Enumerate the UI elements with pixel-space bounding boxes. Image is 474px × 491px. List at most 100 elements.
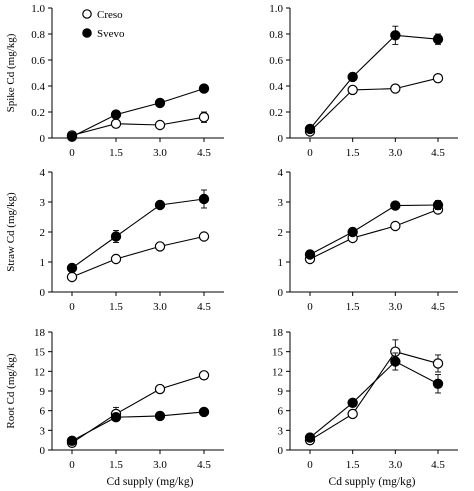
series-creso bbox=[304, 339, 444, 446]
series-line bbox=[71, 235, 205, 278]
y-axis-title: Straw Cd (mg/kg) bbox=[5, 192, 17, 272]
series-svevo bbox=[66, 83, 210, 142]
series-creso bbox=[66, 231, 210, 283]
series-line bbox=[309, 34, 439, 130]
y-tick-label: 3 bbox=[278, 425, 284, 437]
data-point bbox=[154, 383, 166, 395]
data-point bbox=[110, 231, 122, 242]
y-tick-label: 0.2 bbox=[31, 107, 45, 119]
series-line bbox=[71, 116, 205, 136]
y-tick-label: 0.8 bbox=[269, 29, 283, 41]
data-point bbox=[432, 34, 444, 45]
data-point bbox=[347, 226, 358, 238]
series-line bbox=[309, 204, 439, 255]
data-point bbox=[390, 200, 401, 211]
data-point bbox=[66, 262, 78, 274]
y-tick-label: 0 bbox=[40, 445, 46, 457]
x-tick-label: 1.5 bbox=[109, 147, 123, 159]
data-point bbox=[110, 109, 122, 120]
legend: Creso Svevo bbox=[82, 9, 125, 40]
data-point bbox=[347, 71, 358, 83]
chart-panel-6: 0 3 6 9 12 15 18 0 1.5 3.0 4.5 bbox=[272, 327, 458, 471]
data-point bbox=[347, 84, 358, 96]
chart-panel-3: 0 1 2 3 4 0 1.5 3.0 4.5 Straw Cd (mg/kg) bbox=[5, 167, 224, 313]
data-point bbox=[110, 118, 122, 129]
x-tick-label: 3.0 bbox=[153, 147, 167, 159]
y-tick-label: 0 bbox=[278, 287, 284, 299]
y-tick-label: 3 bbox=[278, 197, 284, 209]
x-tick-label: 0 bbox=[307, 147, 313, 159]
data-point bbox=[154, 97, 166, 109]
data-point bbox=[154, 119, 166, 131]
series-svevo bbox=[304, 352, 444, 443]
data-point bbox=[390, 83, 401, 94]
y-tick-label: 6 bbox=[278, 406, 284, 418]
x-tick-label: 4.5 bbox=[431, 301, 445, 313]
data-point bbox=[304, 249, 316, 260]
chart-panel-1: 0 0.2 0.4 0.6 0.8 1.0 0 1.5 3.0 4.5 Spike Cd (mg/k… bbox=[5, 3, 224, 159]
series-creso bbox=[66, 370, 210, 448]
y-tick-label: 18 bbox=[34, 327, 46, 339]
y-tick-label: 12 bbox=[272, 366, 283, 378]
series-svevo bbox=[304, 199, 444, 260]
y-tick-label: 2 bbox=[278, 227, 284, 239]
chart-panel-2: 0 0.2 0.4 0.6 0.8 1.0 0 1.5 3.0 4.5 bbox=[269, 3, 458, 159]
series-line bbox=[309, 360, 439, 438]
data-point bbox=[154, 199, 166, 211]
x-axis-title-right: Cd supply (mg/kg) bbox=[329, 476, 416, 488]
y-tick-label: 1 bbox=[278, 257, 284, 269]
series-creso bbox=[304, 72, 444, 137]
x-tick-label: 0 bbox=[69, 459, 75, 471]
data-point bbox=[154, 241, 166, 252]
x-tick-label: 4.5 bbox=[197, 147, 211, 159]
series-line bbox=[71, 198, 205, 269]
series-line bbox=[71, 88, 205, 138]
data-point bbox=[198, 370, 210, 381]
data-point bbox=[198, 83, 210, 94]
y-tick-label: 15 bbox=[272, 347, 284, 359]
data-point bbox=[347, 397, 358, 408]
series-svevo bbox=[66, 406, 210, 447]
data-point bbox=[390, 356, 401, 367]
x-tick-label: 1.5 bbox=[109, 459, 123, 471]
data-point bbox=[432, 378, 444, 389]
data-point bbox=[110, 412, 122, 423]
x-tick-label: 3.0 bbox=[388, 301, 402, 313]
legend-marker-svevo bbox=[82, 28, 92, 38]
y-tick-label: 0.4 bbox=[31, 81, 45, 93]
y-tick-label: 0.4 bbox=[269, 81, 283, 93]
x-tick-label: 4.5 bbox=[431, 459, 445, 471]
x-tick-label: 0 bbox=[307, 459, 313, 471]
y-tick-label: 0.6 bbox=[31, 55, 45, 67]
chart-panel-4: 0 1 2 3 4 0 1.5 3.0 4.5 bbox=[278, 167, 458, 313]
y-tick-label: 0 bbox=[278, 133, 284, 145]
chart-panel-5: 0 3 6 9 12 15 18 0 1.5 3.0 4.5 Root Cd (mg/kg) bbox=[5, 327, 224, 471]
y-tick-label: 3 bbox=[40, 197, 46, 209]
x-tick-label: 3.0 bbox=[153, 301, 167, 313]
legend-marker-creso bbox=[82, 9, 92, 19]
x-tick-label: 3.0 bbox=[153, 459, 167, 471]
data-point bbox=[110, 253, 122, 265]
y-tick-label: 12 bbox=[34, 366, 45, 378]
y-tick-label: 9 bbox=[40, 386, 46, 398]
x-axis-title-left: Cd supply (mg/kg) bbox=[107, 476, 194, 488]
y-axis-title: Spike Cd (mg/kg) bbox=[5, 33, 17, 112]
y-tick-label: 1.0 bbox=[31, 3, 45, 15]
data-point bbox=[198, 111, 210, 123]
series-svevo bbox=[304, 25, 444, 135]
chart-panels: 0 0.2 0.4 0.6 0.8 1.0 0 1.5 3.0 4.5 Spike Cd (mg/k… bbox=[5, 3, 458, 471]
data-point bbox=[154, 410, 166, 422]
y-axis-title: Root Cd (mg/kg) bbox=[5, 353, 17, 429]
y-tick-label: 0 bbox=[278, 445, 284, 457]
y-tick-label: 15 bbox=[34, 347, 46, 359]
y-tick-label: 1 bbox=[40, 257, 46, 269]
y-tick-label: 18 bbox=[272, 327, 284, 339]
series-line bbox=[71, 374, 205, 444]
data-point bbox=[390, 30, 401, 41]
data-point bbox=[66, 435, 78, 447]
y-tick-label: 1.0 bbox=[269, 3, 283, 15]
y-tick-label: 2 bbox=[40, 227, 46, 239]
data-point bbox=[432, 199, 444, 211]
x-tick-label: 4.5 bbox=[197, 459, 211, 471]
